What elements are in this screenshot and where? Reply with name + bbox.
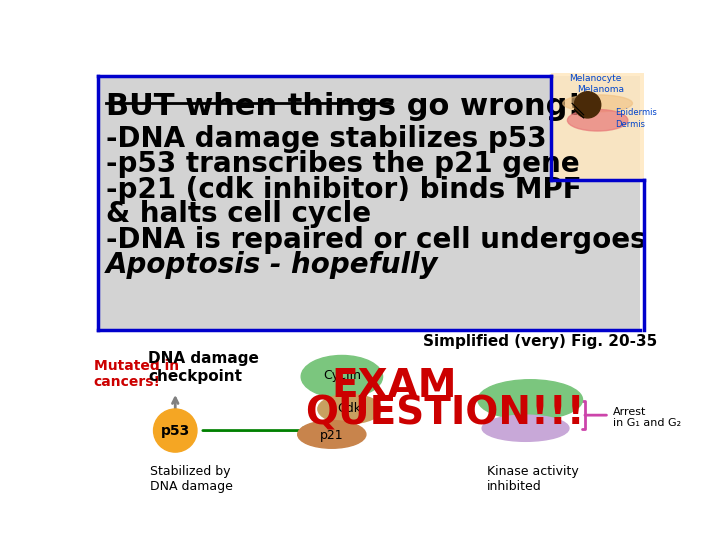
Ellipse shape [297, 421, 366, 448]
Text: Melanocyte: Melanocyte [569, 74, 621, 83]
Text: QUESTION!!!: QUESTION!!! [305, 394, 585, 433]
Text: Dermis: Dermis [616, 120, 645, 129]
Text: Kinase activity
inhibited: Kinase activity inhibited [487, 465, 579, 493]
Text: Mutated in
cancers!: Mutated in cancers! [94, 359, 179, 389]
Ellipse shape [301, 355, 382, 398]
Text: Simplified (very) Fig. 20-35: Simplified (very) Fig. 20-35 [423, 334, 657, 349]
Text: -DNA is repaired or cell undergoes: -DNA is repaired or cell undergoes [106, 226, 646, 254]
Text: DNA damage
checkpoint: DNA damage checkpoint [148, 351, 259, 383]
FancyBboxPatch shape [551, 72, 644, 180]
Text: BUT when things go wrong!: BUT when things go wrong! [106, 92, 581, 121]
Text: Cyclin: Cyclin [323, 369, 361, 382]
Circle shape [153, 409, 197, 452]
Ellipse shape [482, 415, 569, 441]
Text: p53: p53 [161, 423, 190, 437]
Text: -DNA damage stabilizes p53: -DNA damage stabilizes p53 [106, 125, 546, 153]
Circle shape [575, 92, 600, 118]
Text: Apoptosis - hopefully: Apoptosis - hopefully [106, 251, 438, 279]
Text: Cdk: Cdk [338, 402, 361, 415]
Ellipse shape [563, 95, 632, 112]
FancyBboxPatch shape [90, 330, 648, 481]
Text: -p53 transcribes the p21 gene: -p53 transcribes the p21 gene [106, 150, 579, 178]
Text: Melanoma: Melanoma [577, 85, 624, 94]
Text: Epidermis: Epidermis [616, 108, 657, 117]
Text: -p21 (cdk inhibitor) binds MPF: -p21 (cdk inhibitor) binds MPF [106, 176, 581, 204]
Ellipse shape [318, 394, 382, 423]
Text: p21: p21 [320, 429, 343, 442]
Ellipse shape [567, 110, 628, 131]
Text: Stabilized by
DNA damage: Stabilized by DNA damage [150, 465, 233, 493]
FancyBboxPatch shape [98, 76, 640, 330]
Text: Arrest
in G₁ and G₂: Arrest in G₁ and G₂ [613, 407, 681, 428]
Text: EXAM: EXAM [332, 367, 457, 404]
Text: & halts cell cycle: & halts cell cycle [106, 200, 371, 227]
Ellipse shape [478, 380, 582, 420]
